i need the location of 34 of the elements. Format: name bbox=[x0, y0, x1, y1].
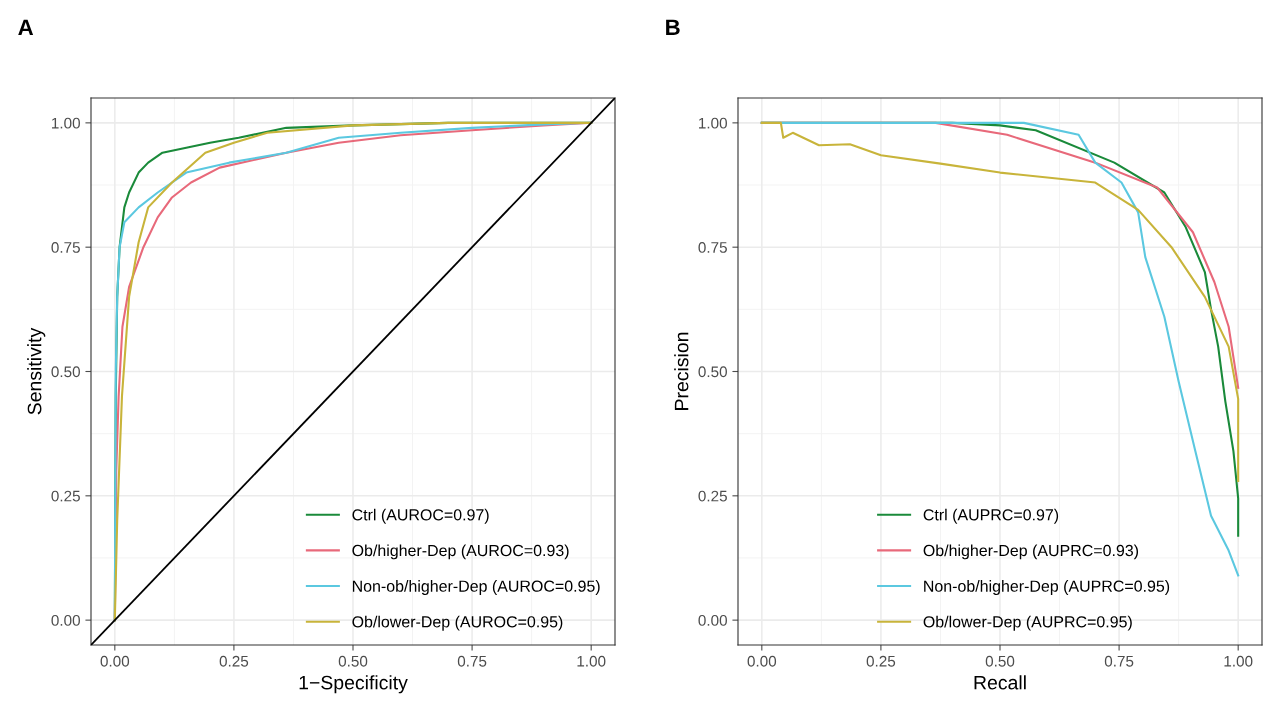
x-tick-label: 0.50 bbox=[985, 655, 1015, 667]
y-tick-label: 0.50 bbox=[698, 366, 727, 378]
legend-label: Non-ob/higher-Dep (AUROC=0.95) bbox=[352, 580, 600, 595]
y-tick-label: 0.25 bbox=[51, 490, 80, 502]
legend-label: Ob/lower-Dep (AUPRC=0.95) bbox=[923, 615, 1132, 631]
x-tick-label: 1.00 bbox=[1224, 655, 1253, 667]
legend-label: Non-ob/higher-Dep (AUPRC=0.95) bbox=[924, 580, 1170, 595]
y-tick-label: 0.75 bbox=[51, 242, 80, 253]
x-axis-title: Recall bbox=[974, 675, 1026, 690]
x-tick-label: 0.50 bbox=[338, 655, 368, 667]
x-tick-label: 1.00 bbox=[577, 655, 606, 667]
y-tick-label: 0.50 bbox=[51, 366, 80, 378]
x-axis-title: 1−Specificity bbox=[299, 675, 408, 694]
x-tick-label: 0.00 bbox=[100, 655, 130, 667]
legend-label: Ctrl (AUPRC=0.97) bbox=[923, 508, 1059, 524]
y-tick-label: 0.00 bbox=[51, 615, 80, 626]
y-tick-label: 1.00 bbox=[699, 117, 727, 129]
chart-title: B bbox=[666, 19, 680, 35]
x-tick-label: 0.25 bbox=[219, 655, 249, 667]
legend-label: Ob/higher-Dep (AUROC=0.93) bbox=[352, 544, 569, 560]
legend-label: Ctrl (AUROC=0.97) bbox=[352, 508, 489, 524]
legend-label: Ob/higher-Dep (AUPRC=0.93) bbox=[923, 544, 1139, 560]
y-tick-label: 1.00 bbox=[52, 117, 80, 129]
chart-title: A bbox=[18, 19, 34, 35]
x-tick-label: 0.00 bbox=[747, 655, 777, 667]
x-tick-label: 0.75 bbox=[457, 655, 487, 667]
x-tick-label: 0.25 bbox=[866, 655, 896, 667]
y-axis-title: Sensitivity bbox=[27, 327, 46, 415]
y-tick-label: 0.25 bbox=[698, 490, 727, 502]
y-axis-title: Precision bbox=[674, 332, 689, 410]
y-tick-label: 0.75 bbox=[698, 242, 727, 253]
x-tick-label: 0.75 bbox=[1104, 655, 1134, 667]
legend-label: Ob/lower-Dep (AUROC=0.95) bbox=[352, 615, 563, 631]
y-tick-label: 0.00 bbox=[698, 615, 727, 626]
